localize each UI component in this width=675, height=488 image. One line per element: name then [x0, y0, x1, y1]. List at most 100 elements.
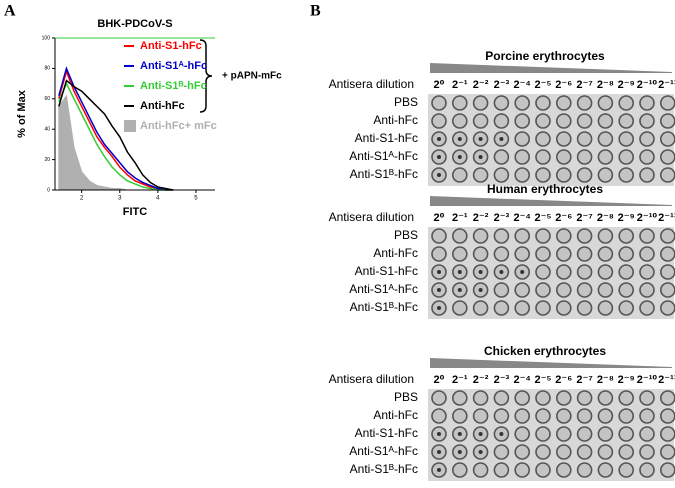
- well: [639, 444, 655, 460]
- cell-button: [478, 432, 483, 436]
- cell-button: [437, 270, 441, 274]
- well: [597, 228, 614, 244]
- well: [431, 113, 447, 129]
- well: [639, 426, 655, 442]
- cell-button: [478, 270, 483, 274]
- well: [660, 149, 675, 165]
- cell-button: [499, 432, 504, 436]
- well: [535, 300, 551, 316]
- cell-button: [437, 137, 441, 141]
- block-title: Chicken erythrocytes: [484, 344, 606, 358]
- cell-button: [457, 288, 462, 292]
- legend-label: Anti-S1ᴬ-hFc: [140, 60, 207, 72]
- well: [514, 300, 531, 316]
- well: [472, 113, 489, 129]
- well: [535, 149, 551, 165]
- dilution: 2⁻⁹: [618, 374, 635, 386]
- cell-button: [437, 432, 441, 436]
- dilution: 2⁻⁸: [597, 212, 614, 224]
- dilution: 2⁻⁵: [534, 374, 551, 386]
- dilution: 2⁰: [434, 212, 445, 224]
- dilution-wedge: [430, 196, 672, 206]
- well: [660, 390, 675, 406]
- dilution: 2⁻⁷: [576, 79, 593, 91]
- well: [618, 131, 635, 147]
- well: [472, 246, 489, 262]
- well: [555, 149, 572, 165]
- well: [535, 390, 551, 406]
- cell-button: [499, 270, 504, 274]
- well: [535, 113, 551, 129]
- panel-label: A: [4, 3, 16, 20]
- x-tick-label: 4: [156, 196, 160, 202]
- dilution-label: Antisera dilution: [329, 77, 414, 91]
- dilution: 2⁻⁷: [576, 212, 593, 224]
- chart-title: BHK-PDCoV-S: [97, 18, 172, 30]
- cell-button: [437, 288, 441, 292]
- dilution: 2⁻⁶: [555, 212, 572, 224]
- well: [555, 300, 572, 316]
- y-tick-label: 20: [44, 157, 50, 163]
- x-tick-label: 2: [80, 196, 84, 202]
- well: [597, 131, 614, 147]
- well: [514, 444, 531, 460]
- well: [555, 408, 572, 424]
- well: [493, 300, 510, 316]
- well: [555, 282, 572, 298]
- cell-button: [457, 270, 462, 274]
- well: [451, 167, 468, 183]
- dilution: 2⁰: [434, 374, 445, 386]
- well: [660, 408, 675, 424]
- row-label: Anti-S1-hFc: [355, 264, 418, 278]
- well: [514, 113, 531, 129]
- well: [639, 246, 655, 262]
- well: [514, 95, 531, 111]
- row-label: Anti-S1ᴮ-hFc: [350, 167, 418, 181]
- well: [493, 444, 510, 460]
- well: [660, 95, 675, 111]
- well: [514, 390, 531, 406]
- cell-button: [478, 288, 483, 292]
- well: [597, 167, 614, 183]
- well: [493, 390, 510, 406]
- well: [555, 167, 572, 183]
- well: [555, 131, 572, 147]
- dilution: 2⁻³: [494, 79, 510, 91]
- y-tick-label: 40: [44, 127, 50, 133]
- row-label: Anti-hFc: [373, 246, 418, 260]
- cell-button: [437, 155, 441, 159]
- dilution: 2⁻⁸: [597, 79, 614, 91]
- well: [660, 113, 675, 129]
- cell-button: [437, 173, 441, 177]
- x-tick-label: 3: [118, 196, 122, 202]
- x-tick-label: 5: [194, 196, 198, 202]
- cell-button: [457, 432, 462, 436]
- well: [514, 228, 531, 244]
- row-label: Anti-hFc: [373, 113, 418, 127]
- cell-button: [520, 270, 525, 274]
- well: [493, 228, 510, 244]
- well: [639, 264, 655, 280]
- well: [660, 282, 675, 298]
- well: [514, 149, 531, 165]
- well: [555, 264, 572, 280]
- well: [514, 462, 531, 478]
- well: [618, 282, 635, 298]
- well: [639, 300, 655, 316]
- well: [660, 300, 675, 316]
- well: [576, 246, 593, 262]
- dilution: 2⁻⁴: [514, 79, 531, 91]
- dilution: 2⁻¹¹: [658, 212, 675, 224]
- y-tick-label: 80: [44, 66, 50, 72]
- row-label: PBS: [394, 228, 418, 242]
- histogram-line: [58, 79, 174, 191]
- row-label: Anti-S1-hFc: [355, 426, 418, 440]
- block-title: Human erythrocytes: [487, 182, 603, 196]
- well: [618, 426, 635, 442]
- cell-button: [437, 450, 441, 454]
- well: [451, 408, 468, 424]
- well: [576, 408, 593, 424]
- well: [451, 113, 468, 129]
- well: [660, 167, 675, 183]
- legend-label: Anti-hFc+ mFc: [140, 120, 217, 132]
